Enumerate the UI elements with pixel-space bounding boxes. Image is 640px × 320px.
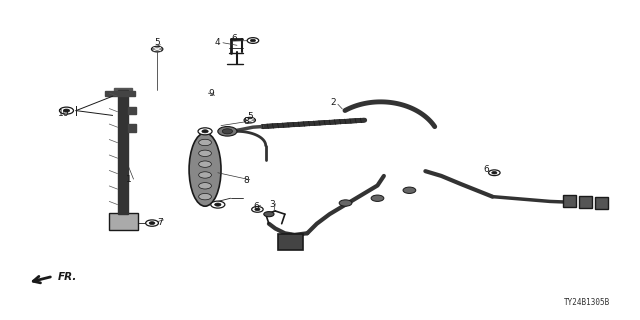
- Circle shape: [252, 206, 263, 212]
- Circle shape: [198, 194, 211, 200]
- Circle shape: [211, 201, 225, 208]
- FancyBboxPatch shape: [278, 234, 303, 250]
- Text: TY24B1305B: TY24B1305B: [564, 298, 611, 307]
- Circle shape: [218, 126, 237, 136]
- Text: 5: 5: [247, 113, 253, 122]
- Text: 9: 9: [209, 89, 214, 98]
- Text: 8: 8: [244, 176, 250, 185]
- Circle shape: [222, 129, 232, 134]
- FancyBboxPatch shape: [109, 212, 138, 230]
- Polygon shape: [115, 88, 132, 92]
- Text: 6: 6: [231, 35, 237, 44]
- FancyBboxPatch shape: [595, 197, 608, 209]
- Circle shape: [244, 117, 255, 123]
- Text: 5: 5: [154, 38, 160, 47]
- Text: 10: 10: [58, 109, 69, 118]
- Text: 6: 6: [253, 202, 259, 211]
- Polygon shape: [129, 107, 136, 115]
- Circle shape: [149, 222, 155, 225]
- Text: 7: 7: [157, 218, 163, 227]
- Circle shape: [403, 187, 416, 194]
- Text: 1: 1: [125, 175, 131, 184]
- Circle shape: [198, 161, 211, 167]
- Circle shape: [250, 39, 255, 42]
- Circle shape: [371, 195, 384, 201]
- Text: FR.: FR.: [58, 272, 77, 282]
- Text: 2: 2: [330, 98, 335, 107]
- FancyBboxPatch shape: [579, 196, 592, 208]
- Circle shape: [202, 130, 208, 133]
- Polygon shape: [105, 92, 135, 96]
- Circle shape: [255, 208, 260, 211]
- Circle shape: [214, 203, 221, 206]
- Circle shape: [198, 183, 211, 189]
- Circle shape: [60, 107, 74, 114]
- Circle shape: [198, 172, 211, 178]
- Polygon shape: [129, 124, 136, 132]
- Text: 6: 6: [483, 165, 489, 174]
- Circle shape: [247, 38, 259, 44]
- Circle shape: [339, 200, 352, 206]
- Text: 4: 4: [215, 38, 221, 47]
- Circle shape: [63, 109, 70, 112]
- Text: 3: 3: [269, 200, 275, 209]
- Circle shape: [492, 172, 497, 174]
- Polygon shape: [118, 90, 129, 214]
- FancyBboxPatch shape: [563, 196, 576, 207]
- Ellipse shape: [189, 133, 221, 206]
- Circle shape: [488, 170, 500, 176]
- Circle shape: [146, 220, 159, 226]
- Circle shape: [198, 139, 211, 146]
- Text: 8: 8: [244, 117, 250, 126]
- Circle shape: [264, 212, 274, 217]
- Circle shape: [198, 128, 212, 135]
- Circle shape: [198, 150, 211, 156]
- Circle shape: [152, 46, 163, 52]
